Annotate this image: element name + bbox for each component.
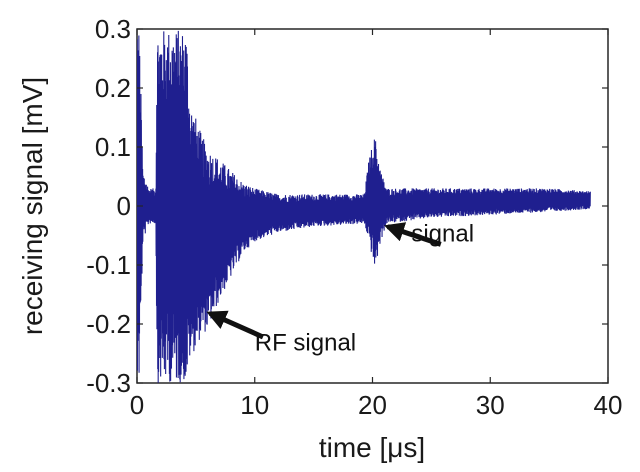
annotation-arrow	[206, 310, 265, 340]
x-tick-label: 0	[130, 390, 144, 420]
x-tick-label: 10	[240, 390, 269, 420]
y-tick-label: 0	[117, 191, 131, 221]
x-axis-title: time [μs]	[319, 432, 425, 463]
y-tick-label: 0.1	[95, 132, 131, 162]
x-tick-label: 20	[358, 390, 387, 420]
series-layer	[137, 30, 591, 383]
y-tick-label: -0.3	[86, 368, 131, 398]
x-tick-label: 40	[594, 390, 623, 420]
annotation-label: signal	[411, 220, 474, 247]
y-axis-title: receiving signal [mV]	[17, 77, 48, 335]
ticks-layer: 0 10 20 30 40 0.3 0.2 0.1 0 -0.1 -0.2 -0.3	[86, 14, 622, 420]
y-tick-label: -0.2	[86, 309, 131, 339]
series-line	[137, 30, 591, 383]
y-tick-label: -0.1	[86, 250, 131, 280]
y-tick-label: 0.3	[95, 14, 131, 44]
y-tick-label: 0.2	[95, 73, 131, 103]
plot-area: 0 10 20 30 40 0.3 0.2 0.1 0 -0.1 -0.2 -0.3 signal RF…	[86, 14, 622, 420]
annotation-arrow	[384, 222, 442, 247]
x-tick-label: 30	[476, 390, 505, 420]
annotations-layer: signal RF signal	[206, 220, 474, 357]
annotation-label: RF signal	[255, 330, 356, 357]
